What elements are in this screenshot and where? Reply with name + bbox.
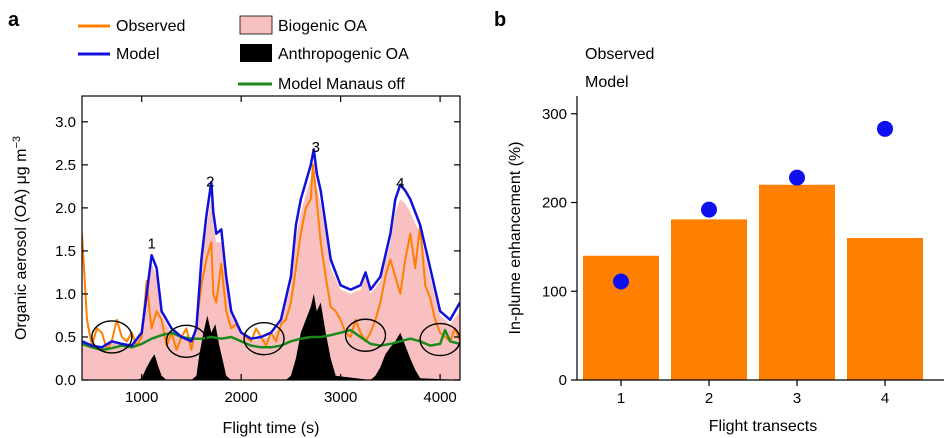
panel-b-x-tick-label: 2 bbox=[705, 390, 713, 407]
panel-a-plot-area: 1 2 3 4 bbox=[82, 139, 460, 380]
panel-b-x-axis-title: Flight transects bbox=[709, 418, 817, 435]
panel-a-y-tick-label: 2.0 bbox=[55, 200, 76, 217]
peak-label-3: 3 bbox=[312, 139, 320, 156]
panel-a-y-tick-label: 2.5 bbox=[55, 157, 76, 174]
transect-circle-1 bbox=[91, 320, 133, 354]
peak-label-2: 2 bbox=[206, 173, 214, 190]
panel-a-y-tick-label: 0.0 bbox=[55, 372, 76, 389]
panel-a-x-axis-title: Flight time (s) bbox=[223, 420, 320, 437]
panel-a-frame bbox=[81, 95, 461, 381]
panel-b-plot-area bbox=[583, 120, 923, 380]
legend-manaus-off-label: Model Manaus off bbox=[278, 76, 405, 93]
panel-a-y-tick-label: 3.0 bbox=[55, 114, 76, 131]
panel-b: b Observed Model 1 2 3 4 0 100 200 300 Flight t… bbox=[494, 9, 944, 435]
point-model-4 bbox=[877, 120, 893, 137]
point-model-1 bbox=[613, 273, 629, 290]
panel-a-y-tick-label: 0.5 bbox=[55, 329, 76, 346]
panel-b-y-tick-label: 0 bbox=[559, 372, 567, 389]
point-model-2 bbox=[701, 201, 717, 218]
panel-b-y-tick-label: 300 bbox=[542, 106, 567, 123]
panel-a-y-axis-title: Organic aerosol (OA) μg m−3 bbox=[11, 136, 30, 340]
bar-observed-4 bbox=[847, 238, 923, 380]
panel-a-y-axis-title-main: Organic aerosol (OA) μg m bbox=[13, 149, 30, 341]
panel-a: a Observed Model Biogenic OA Anthropogen… bbox=[8, 9, 461, 437]
panel-b-y-tick-label: 200 bbox=[542, 195, 567, 212]
panel-b-y-tick-label: 100 bbox=[542, 283, 567, 300]
panel-b-y-axis-title: In-plume enhancement (%) bbox=[507, 142, 524, 335]
legend-model-label: Model bbox=[116, 46, 160, 63]
panel-a-letter: a bbox=[8, 9, 20, 31]
series-model-manaus-off-line bbox=[82, 328, 460, 352]
peak-label-4: 4 bbox=[396, 175, 404, 192]
series-biogenic-oa-area bbox=[82, 160, 460, 380]
panel-a-y-axis-title-superscript: −3 bbox=[11, 136, 23, 149]
transect-circle-3 bbox=[243, 321, 285, 356]
panel-b-axes: 1 2 3 4 0 100 200 300 bbox=[542, 106, 889, 407]
bar-observed-3 bbox=[759, 184, 835, 380]
panel-a-y-tick-label: 1.0 bbox=[55, 286, 76, 303]
panel-b-x-tick-label: 3 bbox=[793, 390, 801, 407]
panel-a-x-tick-label: 2000 bbox=[224, 389, 257, 406]
bar-observed-2 bbox=[671, 219, 747, 380]
transect-circle-2 bbox=[165, 324, 208, 358]
panel-b-legend-model: Model bbox=[585, 74, 629, 91]
legend-anthropogenic-swatch bbox=[240, 44, 272, 62]
panel-b-x-tick-label: 1 bbox=[617, 390, 625, 407]
legend-observed-label: Observed bbox=[116, 18, 185, 35]
panel-b-letter: b bbox=[494, 9, 506, 31]
panel-b-x-tick-label: 4 bbox=[881, 390, 889, 407]
panel-a-axes: 1000 2000 3000 4000 0.0 0.5 1.0 1.5 2.0 2.5 3.0 bbox=[55, 96, 460, 406]
panel-a-x-tick-label: 4000 bbox=[423, 389, 456, 406]
panel-a-x-tick-label: 3000 bbox=[324, 389, 357, 406]
panel-b-legend-observed: Observed bbox=[585, 46, 654, 63]
transect-circle-5 bbox=[419, 322, 460, 357]
legend-biogenic-swatch bbox=[239, 15, 273, 35]
point-model-3 bbox=[789, 169, 805, 186]
panel-a-y-tick-label: 1.5 bbox=[55, 243, 76, 260]
transect-circle-4 bbox=[344, 318, 387, 352]
panel-a-x-tick-label: 1000 bbox=[125, 389, 158, 406]
legend-anthropogenic-label: Anthropogenic OA bbox=[278, 46, 409, 63]
peak-label-1: 1 bbox=[147, 235, 155, 252]
legend-biogenic-label: Biogenic OA bbox=[278, 18, 367, 35]
